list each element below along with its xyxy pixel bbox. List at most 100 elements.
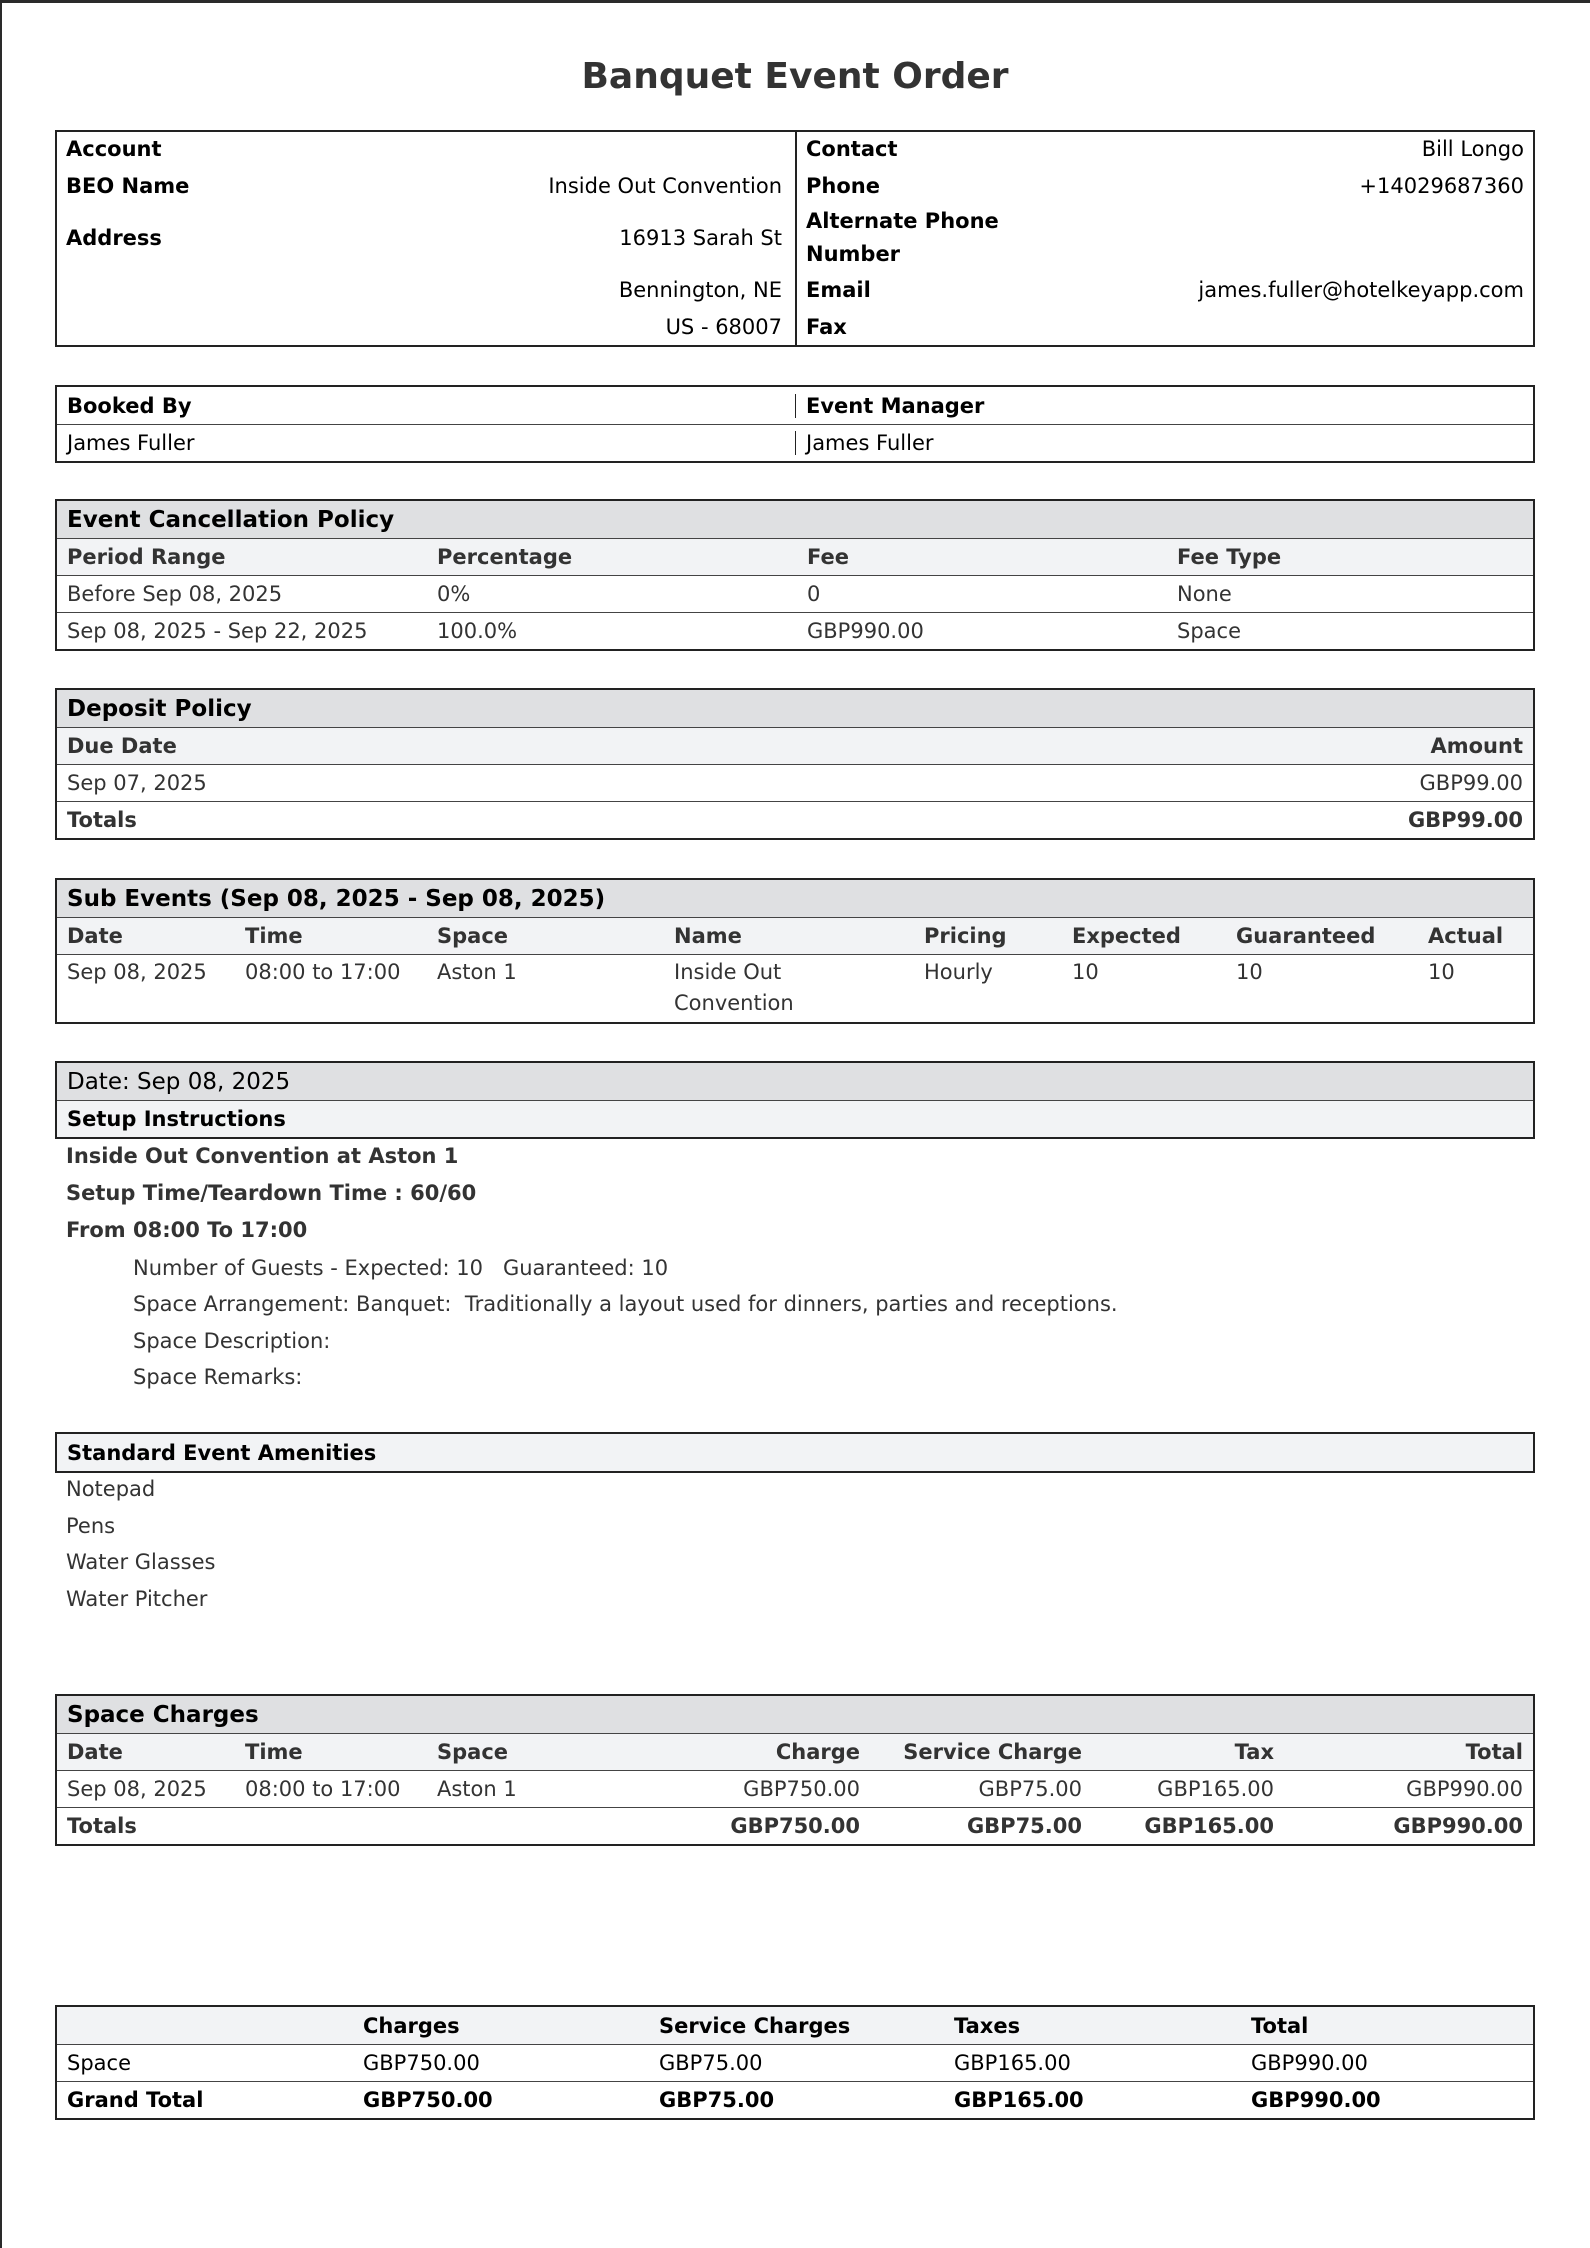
cell: 10 <box>1236 960 1263 984</box>
cell: GBP75.00 <box>659 2088 775 2112</box>
col-header: Pricing <box>924 924 1007 948</box>
deposit-policy-table: Deposit Policy Due Date Amount Sep 07, 2… <box>55 688 1535 840</box>
header-row: Due Date Amount <box>57 727 1533 764</box>
col-header: Date <box>67 1740 123 1764</box>
totals-label: Totals <box>67 1814 137 1838</box>
setup-line: From 08:00 To 17:00 <box>66 1218 308 1242</box>
cell: GBP990.00 <box>1393 1814 1523 1838</box>
col-header: Space <box>437 924 509 948</box>
fax-label: Fax <box>806 315 847 339</box>
cell: GBP990.00 <box>1251 2088 1381 2112</box>
setup-instructions-label: Setup Instructions <box>67 1107 286 1131</box>
booked-by-label: Booked By <box>57 393 796 418</box>
setup-row: Setup Instructions <box>57 1100 1533 1137</box>
cell: GBP165.00 <box>954 2051 1071 2075</box>
cell: GBP165.00 <box>954 2088 1084 2112</box>
account-info-table: Account BEO Name Inside Out Convention A… <box>55 130 1535 347</box>
cell: 0 <box>807 582 821 606</box>
address-label: Address <box>66 226 162 250</box>
totals-value: GBP99.00 <box>1407 808 1523 832</box>
cell: GBP75.00 <box>978 1777 1082 1801</box>
cell: Space <box>67 2051 131 2075</box>
table-row: Before Sep 08, 2025 0% 0 None <box>57 575 1533 612</box>
amenity-item: Pens <box>66 1514 116 1538</box>
detail-line: Space Remarks: <box>133 1365 303 1389</box>
cell: 100.0% <box>437 619 518 643</box>
name-line: Inside Out <box>674 960 782 984</box>
cell: GBP750.00 <box>743 1777 860 1801</box>
cell: 10 <box>1428 960 1455 984</box>
left-border <box>0 0 2 2248</box>
header-row: Charges Service Charges Taxes Total <box>57 2007 1533 2044</box>
col-header: Time <box>245 1740 303 1764</box>
space-charges-title: Space Charges <box>67 1701 259 1728</box>
setup-line: Setup Time/Teardown Time : 60/60 <box>66 1181 477 1205</box>
booking-header: Booked By Event Manager <box>57 387 1533 424</box>
event-manager-value: James Fuller <box>806 431 934 455</box>
col-header: Total <box>1251 2013 1309 2038</box>
sub-events-title: Sub Events (Sep 08, 2025 - Sep 08, 2025) <box>67 885 606 912</box>
address-line-1: 16913 Sarah St <box>619 226 782 250</box>
col-header: Charge <box>775 1740 860 1764</box>
table-row: Space GBP750.00 GBP75.00 GBP165.00 GBP99… <box>57 2044 1533 2081</box>
cell: Aston 1 <box>437 960 517 984</box>
email-value: james.fuller@hotelkeyapp.com <box>1198 278 1524 302</box>
contact-label: Contact <box>806 137 898 161</box>
sub-events-table: Sub Events (Sep 08, 2025 - Sep 08, 2025)… <box>55 878 1535 1024</box>
deposit-title: Deposit Policy <box>67 695 252 722</box>
table-row: Sep 07, 2025 GBP99.00 <box>57 764 1533 801</box>
col-header: Service Charges <box>659 2013 851 2038</box>
cell: GBP990.00 <box>1251 2051 1368 2075</box>
cell: Inside Out Convention <box>664 957 914 1019</box>
address-line-2: Bennington, NE <box>618 278 782 302</box>
contact-value: Bill Longo <box>1421 137 1524 161</box>
table-row: Sep 08, 2025 - Sep 22, 2025 100.0% GBP99… <box>57 612 1533 649</box>
email-label: Email <box>806 278 871 302</box>
divider <box>795 132 797 345</box>
cell: Aston 1 <box>437 1777 517 1801</box>
amenities-header: Standard Event Amenities <box>55 1432 1535 1473</box>
col-header: Name <box>674 924 742 948</box>
date-title: Date: Sep 08, 2025 <box>67 1068 291 1095</box>
cell: 08:00 to 17:00 <box>245 1777 401 1801</box>
col-header: Due Date <box>67 734 177 758</box>
cell: GBP99.00 <box>1419 771 1523 795</box>
booking-table: Booked By Event Manager James Fuller James… <box>55 385 1535 463</box>
cell: GBP990.00 <box>807 619 924 643</box>
col-header: Total <box>1465 1740 1523 1764</box>
cell: Hourly <box>924 960 993 984</box>
cell: 08:00 to 17:00 <box>245 960 401 984</box>
cell: GBP750.00 <box>363 2088 493 2112</box>
summary-table: Charges Service Charges Taxes Total Spac… <box>55 2005 1535 2120</box>
alt-phone-label-2: Number <box>806 242 901 266</box>
amenities-title-row: Standard Event Amenities <box>57 1434 1533 1471</box>
col-header: Percentage <box>437 545 573 569</box>
booked-by-value: James Fuller <box>57 431 796 455</box>
beo-name-label: BEO Name <box>66 174 190 198</box>
setup-line: Inside Out Convention at Aston 1 <box>66 1144 459 1168</box>
cell: 0% <box>437 582 471 606</box>
col-header: Fee <box>807 545 849 569</box>
table-row: Sep 08, 2025 08:00 to 17:00 Aston 1 Insi… <box>57 954 1533 1022</box>
col-header: Taxes <box>954 2013 1021 2038</box>
cell: 10 <box>1072 960 1099 984</box>
col-header: Actual <box>1428 924 1504 948</box>
phone-label: Phone <box>806 174 880 198</box>
detail-line: Space Arrangement: Banquet: Traditionall… <box>133 1292 1118 1316</box>
amenity-item: Water Glasses <box>66 1550 216 1574</box>
cell: Sep 08, 2025 <box>67 960 207 984</box>
table-row: Sep 08, 2025 08:00 to 17:00 Aston 1 GBP7… <box>57 1770 1533 1807</box>
event-manager-label: Event Manager <box>806 393 985 418</box>
amenities-title: Standard Event Amenities <box>67 1440 377 1465</box>
col-header: Service Charge <box>903 1740 1082 1764</box>
totals-row: Totals GBP99.00 <box>57 801 1533 838</box>
cell: Before Sep 08, 2025 <box>67 582 283 606</box>
header-row: Period Range Percentage Fee Fee Type <box>57 538 1533 575</box>
date-title-row: Date: Sep 08, 2025 <box>57 1063 1533 1100</box>
day-header: Date: Sep 08, 2025 Setup Instructions <box>55 1061 1535 1139</box>
col-header: Guaranteed <box>1236 924 1376 948</box>
col-header: Expected <box>1072 924 1181 948</box>
top-border <box>0 0 1590 3</box>
col-header: Fee Type <box>1177 545 1282 569</box>
section-title: Event Cancellation Policy <box>57 501 1533 538</box>
